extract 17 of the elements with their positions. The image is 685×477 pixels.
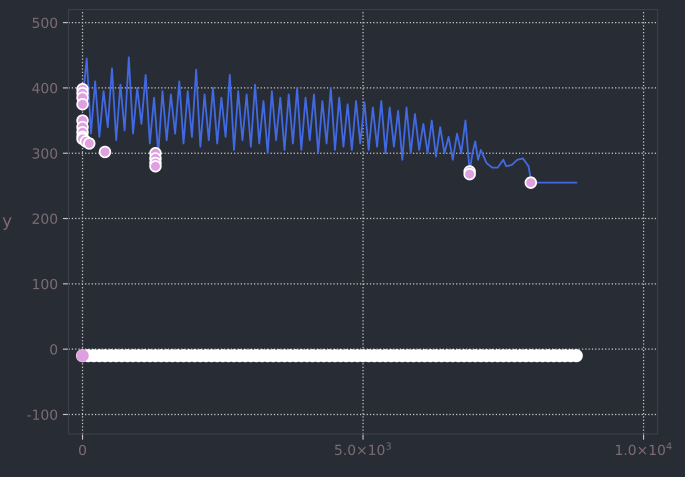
y-tick-label: 400 — [32, 82, 58, 94]
point — [524, 176, 538, 189]
point — [98, 146, 112, 158]
y-tick-label: 100 — [33, 278, 58, 290]
point — [149, 160, 162, 173]
x-tick-label: 1.0×10$^{4}$ — [616, 442, 672, 456]
y-axis-title: y — [2, 217, 12, 230]
y-tick-label: 200 — [32, 214, 58, 224]
x-tick-label: 5.0×10$^{3}$ — [335, 442, 391, 456]
y-tick-label: -100 — [27, 409, 58, 420]
y-tick-label: 500 — [32, 18, 58, 28]
point — [83, 137, 96, 150]
point — [76, 98, 89, 110]
y-tick-label: 0 — [50, 344, 58, 355]
y-tick-label: 300 — [32, 148, 58, 159]
x-tick-label: 0 — [79, 444, 86, 456]
point — [463, 168, 476, 180]
